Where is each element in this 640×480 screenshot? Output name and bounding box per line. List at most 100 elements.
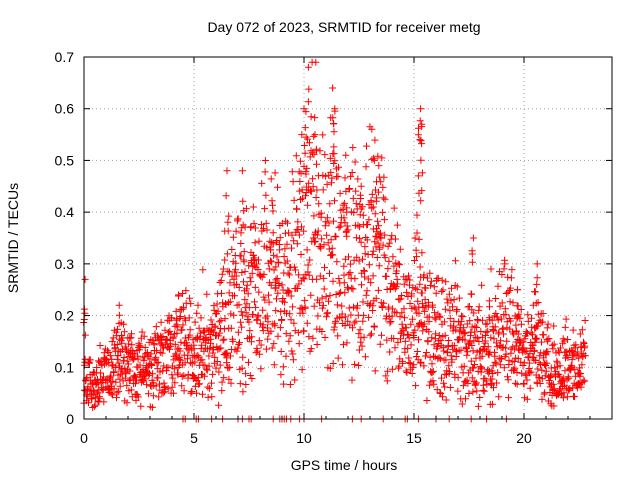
data-point bbox=[270, 266, 278, 274]
data-point bbox=[428, 334, 436, 342]
data-point bbox=[225, 375, 233, 383]
data-point bbox=[277, 308, 285, 316]
data-point bbox=[325, 297, 332, 305]
data-point bbox=[269, 240, 277, 248]
data-point bbox=[313, 160, 320, 168]
data-point bbox=[357, 195, 365, 202]
data-point bbox=[289, 178, 297, 186]
data-point bbox=[468, 306, 476, 314]
data-point bbox=[153, 359, 161, 367]
data-point bbox=[513, 380, 521, 388]
data-point bbox=[534, 299, 542, 306]
data-point bbox=[569, 326, 577, 334]
data-point bbox=[144, 390, 152, 398]
y-tick-label: 0.2 bbox=[55, 308, 75, 324]
data-point bbox=[255, 337, 263, 345]
data-point bbox=[383, 377, 391, 385]
data-point bbox=[169, 374, 177, 382]
data-point bbox=[454, 374, 462, 382]
data-point bbox=[321, 264, 328, 272]
data-point bbox=[148, 362, 156, 369]
data-point bbox=[381, 254, 389, 262]
data-point bbox=[106, 386, 114, 394]
data-point bbox=[232, 227, 240, 235]
data-point bbox=[246, 274, 254, 282]
data-point bbox=[391, 344, 399, 352]
data-point bbox=[304, 135, 311, 143]
data-point bbox=[166, 345, 173, 353]
data-point bbox=[550, 340, 558, 348]
data-point bbox=[261, 168, 269, 176]
data-point bbox=[488, 316, 496, 324]
data-point bbox=[330, 217, 337, 225]
data-point bbox=[430, 283, 438, 291]
data-point bbox=[284, 288, 292, 296]
data-point bbox=[478, 333, 486, 341]
data-point bbox=[215, 318, 223, 326]
data-point bbox=[160, 362, 168, 370]
data-point bbox=[223, 250, 231, 258]
data-point bbox=[401, 314, 408, 322]
data-point bbox=[313, 186, 321, 194]
data-point bbox=[478, 281, 486, 289]
data-point bbox=[388, 312, 396, 320]
data-point bbox=[298, 366, 306, 374]
data-point bbox=[494, 369, 502, 377]
data-point bbox=[351, 360, 359, 368]
data-point bbox=[227, 324, 235, 332]
data-point bbox=[413, 253, 421, 261]
data-point bbox=[300, 227, 308, 235]
data-point bbox=[408, 290, 416, 298]
data-point bbox=[441, 370, 449, 378]
data-point bbox=[334, 172, 342, 180]
data-point bbox=[128, 341, 136, 349]
data-point bbox=[524, 317, 532, 325]
data-point bbox=[166, 327, 174, 335]
data-point bbox=[540, 331, 548, 339]
data-point bbox=[263, 312, 271, 320]
data-point bbox=[384, 242, 392, 250]
data-point bbox=[388, 365, 396, 373]
data-point bbox=[562, 315, 570, 323]
data-point bbox=[368, 251, 376, 258]
data-point bbox=[369, 225, 377, 233]
data-point bbox=[420, 271, 428, 279]
data-point bbox=[264, 335, 272, 343]
data-point bbox=[514, 302, 522, 310]
data-point bbox=[410, 361, 418, 369]
data-point bbox=[415, 189, 423, 197]
data-point bbox=[255, 237, 263, 245]
data-point bbox=[345, 270, 353, 278]
data-point bbox=[518, 369, 526, 377]
data-point bbox=[571, 393, 578, 401]
data-point bbox=[230, 311, 238, 319]
data-point bbox=[323, 231, 331, 239]
data-point bbox=[324, 239, 332, 247]
data-point bbox=[287, 316, 295, 324]
data-point bbox=[423, 397, 431, 404]
data-point bbox=[451, 257, 459, 265]
data-point bbox=[350, 319, 358, 327]
data-point bbox=[276, 234, 284, 242]
data-point bbox=[259, 306, 267, 314]
data-point bbox=[238, 364, 246, 372]
data-point bbox=[330, 143, 338, 151]
data-point bbox=[365, 313, 373, 321]
data-point bbox=[462, 395, 469, 403]
data-point bbox=[302, 168, 310, 176]
data-point bbox=[139, 377, 147, 385]
data-point bbox=[500, 330, 507, 338]
data-point bbox=[392, 235, 399, 243]
data-point bbox=[109, 391, 116, 399]
data-point bbox=[497, 337, 505, 345]
data-point bbox=[534, 365, 542, 373]
data-point bbox=[393, 267, 401, 275]
data-point bbox=[463, 351, 471, 359]
data-point bbox=[549, 380, 557, 388]
data-point bbox=[313, 231, 321, 239]
data-point bbox=[379, 208, 387, 216]
y-tick-label: 0.5 bbox=[55, 152, 75, 168]
data-point bbox=[414, 297, 422, 305]
data-point bbox=[352, 200, 360, 208]
